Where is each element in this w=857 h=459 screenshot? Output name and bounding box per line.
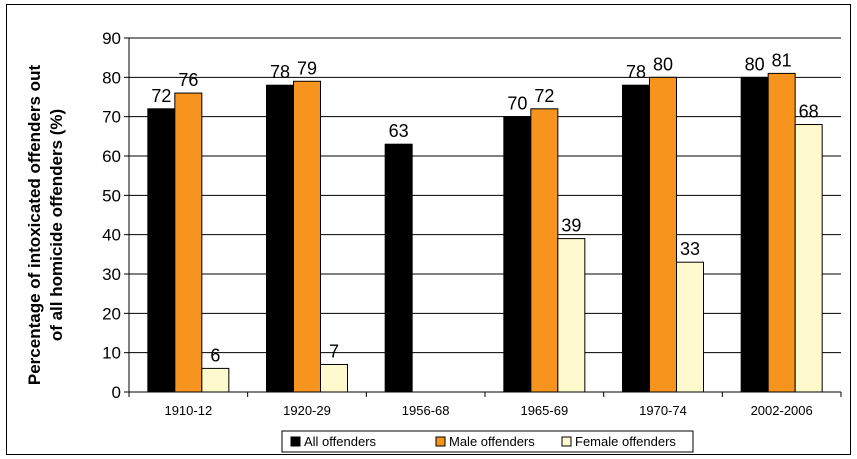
data-label: 79 (297, 58, 317, 78)
gridlines (129, 37, 841, 354)
bar-all-offenders (266, 84, 294, 393)
x-tick-label: 1965-69 (520, 403, 568, 418)
data-label: 39 (561, 216, 581, 236)
y-tick-label: 0 (112, 383, 121, 402)
bar-all-offenders (147, 108, 176, 393)
axes (124, 37, 842, 397)
bar-male-offenders (767, 72, 796, 393)
data-label: 33 (680, 239, 700, 259)
bar-all-offenders (622, 84, 650, 393)
y-tick-label: 70 (102, 108, 121, 127)
data-label: 68 (799, 102, 819, 122)
x-tick-label: 1910-12 (164, 403, 212, 418)
bar-male-offenders (649, 76, 677, 393)
legend-swatch (290, 436, 301, 447)
chart-frame (6, 4, 851, 455)
bar-all-offenders (503, 116, 532, 393)
legend-label: Female offenders (575, 434, 676, 449)
legend-label: Male offenders (449, 434, 535, 449)
y-tick-label: 40 (102, 226, 121, 245)
data-label: 63 (389, 121, 409, 141)
data-label: 76 (178, 70, 198, 90)
legend-box (281, 430, 694, 453)
data-label: 80 (745, 54, 765, 74)
y-tick-label: 60 (102, 147, 121, 166)
data-label: 78 (270, 62, 290, 82)
x-axis-categories: 1910-12 1920-29 1956-68 1965-69 1970-74 2002-… (164, 403, 812, 418)
y-axis-ticks: 0 10 20 30 40 50 60 70 80 90 (102, 29, 121, 402)
y-tick-label: 20 (102, 304, 121, 323)
data-label: 78 (626, 62, 646, 82)
y-axis-title-line: of all homicide offenders (%) (47, 109, 66, 341)
x-tick-label: 1970-74 (639, 403, 687, 418)
data-label: 6 (210, 345, 220, 365)
legend-swatch (561, 436, 572, 447)
bar-female-offenders (676, 261, 704, 393)
bar-male-offenders (293, 80, 321, 393)
x-tick-label: 1920-29 (283, 403, 331, 418)
y-tick-label: 80 (102, 68, 121, 87)
bar-female-offenders (557, 238, 586, 393)
bar-female-offenders (320, 363, 348, 393)
bar-male-offenders (174, 92, 203, 393)
data-label: 70 (507, 94, 527, 114)
y-tick-label: 90 (102, 29, 121, 48)
legend: All offenders Male offenders Female offend… (281, 430, 694, 453)
legend-label: All offenders (304, 434, 377, 449)
bar-female-offenders (201, 367, 230, 393)
bar-all-offenders (740, 76, 769, 393)
y-axis-label: Percentage of intoxicated offenders out o… (25, 65, 66, 386)
bar-male-offenders (530, 108, 559, 393)
data-label: 81 (772, 50, 792, 70)
bars (147, 72, 823, 393)
x-tick-label: 2002-2006 (751, 403, 813, 418)
bar-female-offenders (794, 124, 823, 393)
y-tick-label: 50 (102, 186, 121, 205)
data-label: 72 (151, 86, 171, 106)
legend-swatch (435, 436, 446, 447)
bar-all-offenders (384, 143, 413, 393)
data-label: 80 (653, 54, 673, 74)
x-tick-label: 1956-68 (402, 403, 450, 418)
y-axis-title-line: Percentage of intoxicated offenders out (25, 65, 44, 386)
y-tick-label: 10 (102, 344, 121, 363)
y-tick-label: 30 (102, 265, 121, 284)
data-labels: 72 76 6 78 79 7 63 70 72 39 78 80 33 80 81 68 (151, 50, 818, 365)
data-label: 7 (329, 341, 339, 361)
data-label: 72 (534, 86, 554, 106)
